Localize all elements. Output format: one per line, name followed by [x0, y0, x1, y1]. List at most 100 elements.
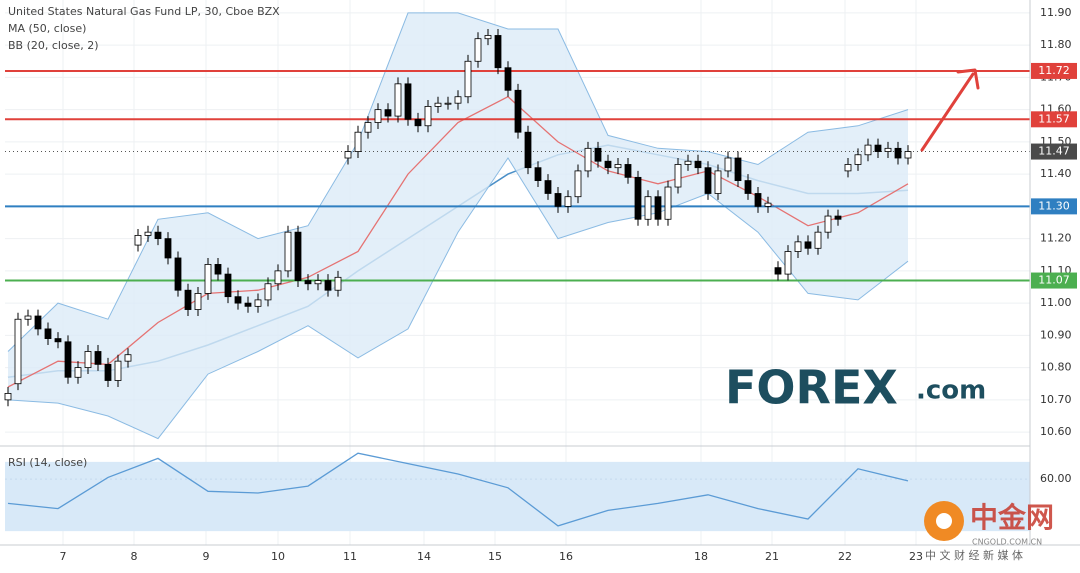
candle-body: [434, 102, 442, 107]
candle-body: [184, 289, 192, 310]
candle-body: [734, 157, 742, 181]
y-tick-label: 11.90: [1040, 6, 1072, 19]
level-label: 11.72: [1038, 64, 1070, 77]
rsi-title: RSI (14, close): [8, 456, 87, 469]
candle-body: [764, 202, 772, 207]
x-tick-label: 8: [131, 550, 138, 563]
candle-body: [404, 83, 412, 120]
candle-body: [194, 293, 202, 310]
candle-body: [584, 147, 592, 172]
level-label: 11.47: [1038, 145, 1070, 158]
candle-body: [374, 109, 382, 123]
candle-body: [534, 167, 542, 181]
candle-body: [154, 231, 162, 240]
level-label-box: [1031, 272, 1077, 289]
candle-body: [164, 238, 172, 259]
candle-body: [574, 170, 582, 198]
candle-body: [854, 154, 862, 165]
candle-body: [504, 67, 512, 91]
y-tick-label: 11.80: [1040, 38, 1072, 51]
y-tick-label: 10.70: [1040, 393, 1072, 406]
watermark-slogan: 中 文 财 经 新 媒 体: [925, 548, 1023, 562]
candle-body: [464, 60, 472, 98]
candle-body: [634, 176, 642, 220]
candle-body: [554, 193, 562, 207]
x-tick-label: 22: [838, 550, 852, 563]
candle-body: [774, 267, 782, 275]
watermark-site: CNGOLD.COM.CN: [972, 538, 1042, 547]
candle-body: [74, 367, 82, 378]
candle-body: [54, 338, 62, 343]
y-tick-label: 11.00: [1040, 296, 1072, 309]
logo-brand: FOREX: [725, 361, 898, 415]
bollinger-upper: [7, 12, 909, 352]
candle-body: [444, 102, 452, 105]
candle-body: [294, 231, 302, 281]
x-tick-label: 11: [343, 550, 357, 563]
rsi-line: [7, 452, 909, 527]
candle-body: [274, 270, 282, 285]
candle-body: [24, 315, 32, 320]
candle-body: [44, 328, 52, 339]
y-tick-label: 60.00: [1040, 472, 1072, 485]
candle-body: [94, 351, 102, 365]
logo-suffix: .com: [916, 376, 986, 406]
candle-body: [544, 180, 552, 194]
level-label: 11.07: [1038, 274, 1070, 287]
candle-body: [804, 241, 812, 249]
x-tick-label: 14: [417, 550, 431, 563]
bollinger-fill: [8, 12, 908, 439]
x-tick-label: 7: [60, 550, 67, 563]
candle-body: [244, 302, 252, 307]
candle-body: [144, 231, 152, 236]
candle-body: [614, 164, 622, 169]
candle-body: [354, 131, 362, 152]
candle-body: [664, 186, 672, 220]
indicator-label: BB (20, close, 2): [8, 39, 99, 52]
level-label-box: [1031, 198, 1077, 215]
candle-body: [604, 160, 612, 169]
y-tick-label: 10.60: [1040, 425, 1072, 438]
watermark-icon-core: [936, 513, 952, 529]
candle-body: [484, 35, 492, 40]
y-tick-label: 11.20: [1040, 232, 1072, 245]
trend-arrow: [920, 68, 980, 152]
candle-body: [904, 151, 912, 159]
x-tick-label: 9: [203, 550, 210, 563]
candle-body: [494, 35, 502, 69]
candle-body: [214, 264, 222, 275]
candle-body: [814, 231, 822, 249]
candle-body: [834, 215, 842, 220]
candle-body: [284, 231, 292, 272]
bollinger-lower: [7, 157, 909, 440]
x-tick-label: 10: [271, 550, 285, 563]
level-label: 11.30: [1038, 199, 1070, 212]
candle-body: [874, 144, 882, 152]
candle-body: [34, 315, 42, 330]
candle-body: [254, 299, 262, 307]
candle-body: [84, 351, 92, 369]
candle-body: [844, 164, 852, 172]
rsi-band: [5, 461, 1030, 532]
x-tick-label: 21: [765, 550, 779, 563]
candle-body: [744, 180, 752, 194]
candle-body: [754, 193, 762, 207]
x-tick-label: 16: [559, 550, 573, 563]
watermark-name: 中金网: [970, 501, 1054, 534]
candle-body: [204, 264, 212, 294]
candle-body: [704, 167, 712, 194]
candle-body: [654, 196, 662, 220]
candle-body: [124, 354, 132, 362]
candle-body: [4, 393, 12, 401]
candle-body: [524, 131, 532, 169]
candle-body: [234, 296, 242, 304]
candle-body: [364, 122, 372, 133]
candle-body: [314, 280, 322, 285]
candle-body: [714, 170, 722, 194]
candle-body: [894, 147, 902, 159]
candle-body: [104, 363, 112, 381]
candle-body: [114, 360, 122, 381]
candle-body: [224, 273, 232, 298]
candle-body: [824, 215, 832, 233]
